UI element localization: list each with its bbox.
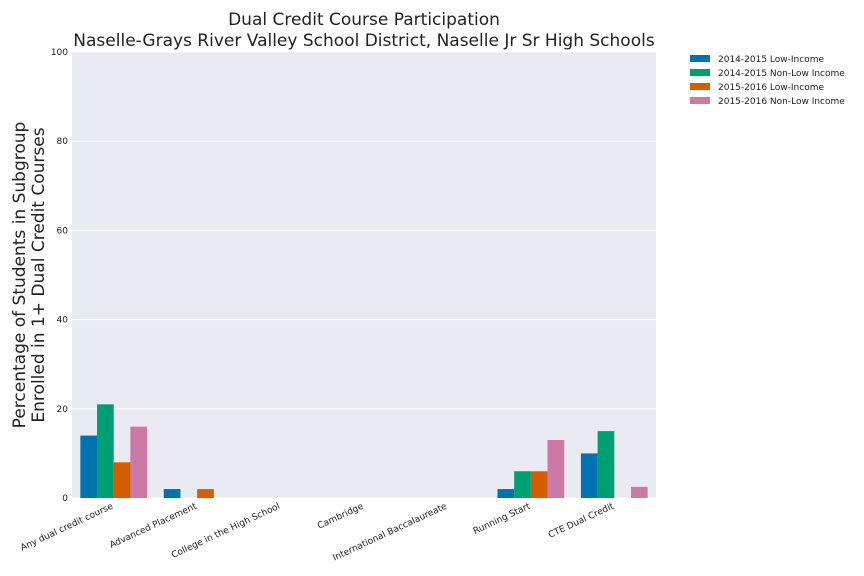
- y-tick-label: 80: [57, 137, 69, 147]
- legend-swatch: [690, 97, 710, 104]
- y-tick-label: 20: [57, 405, 69, 415]
- legend-label: 2015-2016 Low-Income: [718, 83, 824, 93]
- x-tick-label: Cambridge: [316, 501, 365, 531]
- y-tick-label: 0: [62, 494, 68, 504]
- x-tick-label: Advanced Placement: [108, 501, 199, 550]
- bar: [113, 462, 131, 498]
- bars: [80, 404, 648, 498]
- chart-subtitle: Naselle-Grays River Valley School Distri…: [73, 31, 655, 51]
- bar: [547, 440, 565, 498]
- y-axis-ticks: 0 20 40 60 80 100: [51, 48, 68, 504]
- y-tick-label: 40: [57, 316, 69, 326]
- bar: [597, 431, 615, 498]
- bar: [580, 453, 598, 498]
- y-axis-label-line-1: Percentage of Students in Subgroup: [10, 122, 30, 429]
- bar: [163, 489, 181, 498]
- legend-label: 2015-2016 Non-Low Income: [718, 97, 845, 107]
- bar: [97, 404, 114, 498]
- legend-swatch: [690, 55, 710, 62]
- x-tick-label: Running Start: [472, 501, 533, 536]
- y-axis-label: Percentage of Students in Subgroup Enrol…: [10, 122, 49, 429]
- bar: [80, 435, 98, 498]
- bar: [130, 426, 148, 498]
- legend: 2014-2015 Low-Income 2014-2015 Non-Low In…: [690, 55, 845, 107]
- legend-label: 2014-2015 Non-Low Income: [718, 69, 845, 79]
- x-tick-label: Any dual credit course: [19, 501, 115, 553]
- y-tick-label: 60: [57, 226, 69, 236]
- legend-label: 2014-2015 Low-Income: [718, 55, 824, 65]
- y-axis-label-line-2: Enrolled in 1+ Dual Credit Courses: [29, 127, 49, 422]
- x-tick-label: CTE Dual Credit: [547, 501, 616, 540]
- bar: [514, 471, 531, 498]
- bar: [197, 489, 214, 498]
- bar: [630, 486, 648, 498]
- legend-swatch: [690, 83, 710, 90]
- y-tick-label: 100: [51, 48, 68, 58]
- legend-swatch: [690, 69, 710, 76]
- chart-title: Dual Credit Course Participation: [228, 10, 500, 30]
- bar: [497, 489, 515, 498]
- bar: [530, 471, 548, 498]
- plot-area: [72, 52, 656, 498]
